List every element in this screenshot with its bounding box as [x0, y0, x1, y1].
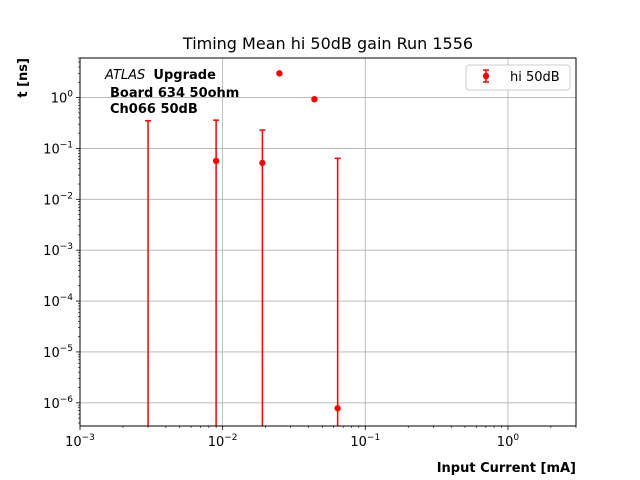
legend-box — [465, 64, 571, 91]
annotation-board: Board 634 50ohm — [110, 86, 239, 101]
y-tick-label: 10−5 — [43, 344, 73, 361]
y-tick-label: 10−6 — [43, 395, 73, 412]
data-point — [334, 405, 341, 412]
y-tick-label: 100 — [51, 90, 74, 107]
atlas-annotation: ATLAS Upgrade Board 634 50ohm Ch066 50dB — [104, 68, 239, 117]
svg-text:ATLAS Upgrade: ATLAS Upgrade — [104, 68, 216, 83]
x-tick-label: 10−2 — [208, 433, 238, 450]
data-point — [259, 159, 266, 167]
y-axis-label: t [ns] — [16, 58, 31, 98]
data-point — [212, 157, 220, 165]
annotation-atlas: ATLAS — [104, 68, 145, 83]
legend-marker — [482, 69, 490, 83]
data-point — [311, 95, 318, 103]
chart-title: Timing Mean hi 50dB gain Run 1556 — [182, 34, 473, 53]
legend: hi 50dB — [465, 64, 571, 91]
y-tick-label: 10−3 — [43, 242, 73, 259]
x-tick-label: 100 — [497, 433, 520, 450]
legend-dot — [482, 72, 490, 80]
ticks: 10−3 10−2 10−1 100 10−6 10−5 10−4 10−3 10−2 10−1 1… — [43, 57, 577, 450]
annotation-upgrade: Upgrade — [153, 68, 216, 83]
x-tick-label: 10−3 — [65, 433, 95, 450]
grid — [79, 58, 576, 426]
annotation-channel: Ch066 50dB — [110, 102, 198, 117]
plot-frame — [79, 57, 577, 427]
y-tick-label: 10−1 — [43, 140, 73, 157]
legend-label: hi 50dB — [510, 70, 560, 85]
y-tick-label: 10−4 — [43, 293, 73, 310]
data-point — [276, 70, 283, 77]
x-axis-label: Input Current [mA] — [437, 461, 576, 476]
x-tick-label: 10−1 — [350, 433, 380, 450]
y-tick-label: 10−2 — [43, 191, 73, 208]
data-series — [145, 70, 341, 426]
